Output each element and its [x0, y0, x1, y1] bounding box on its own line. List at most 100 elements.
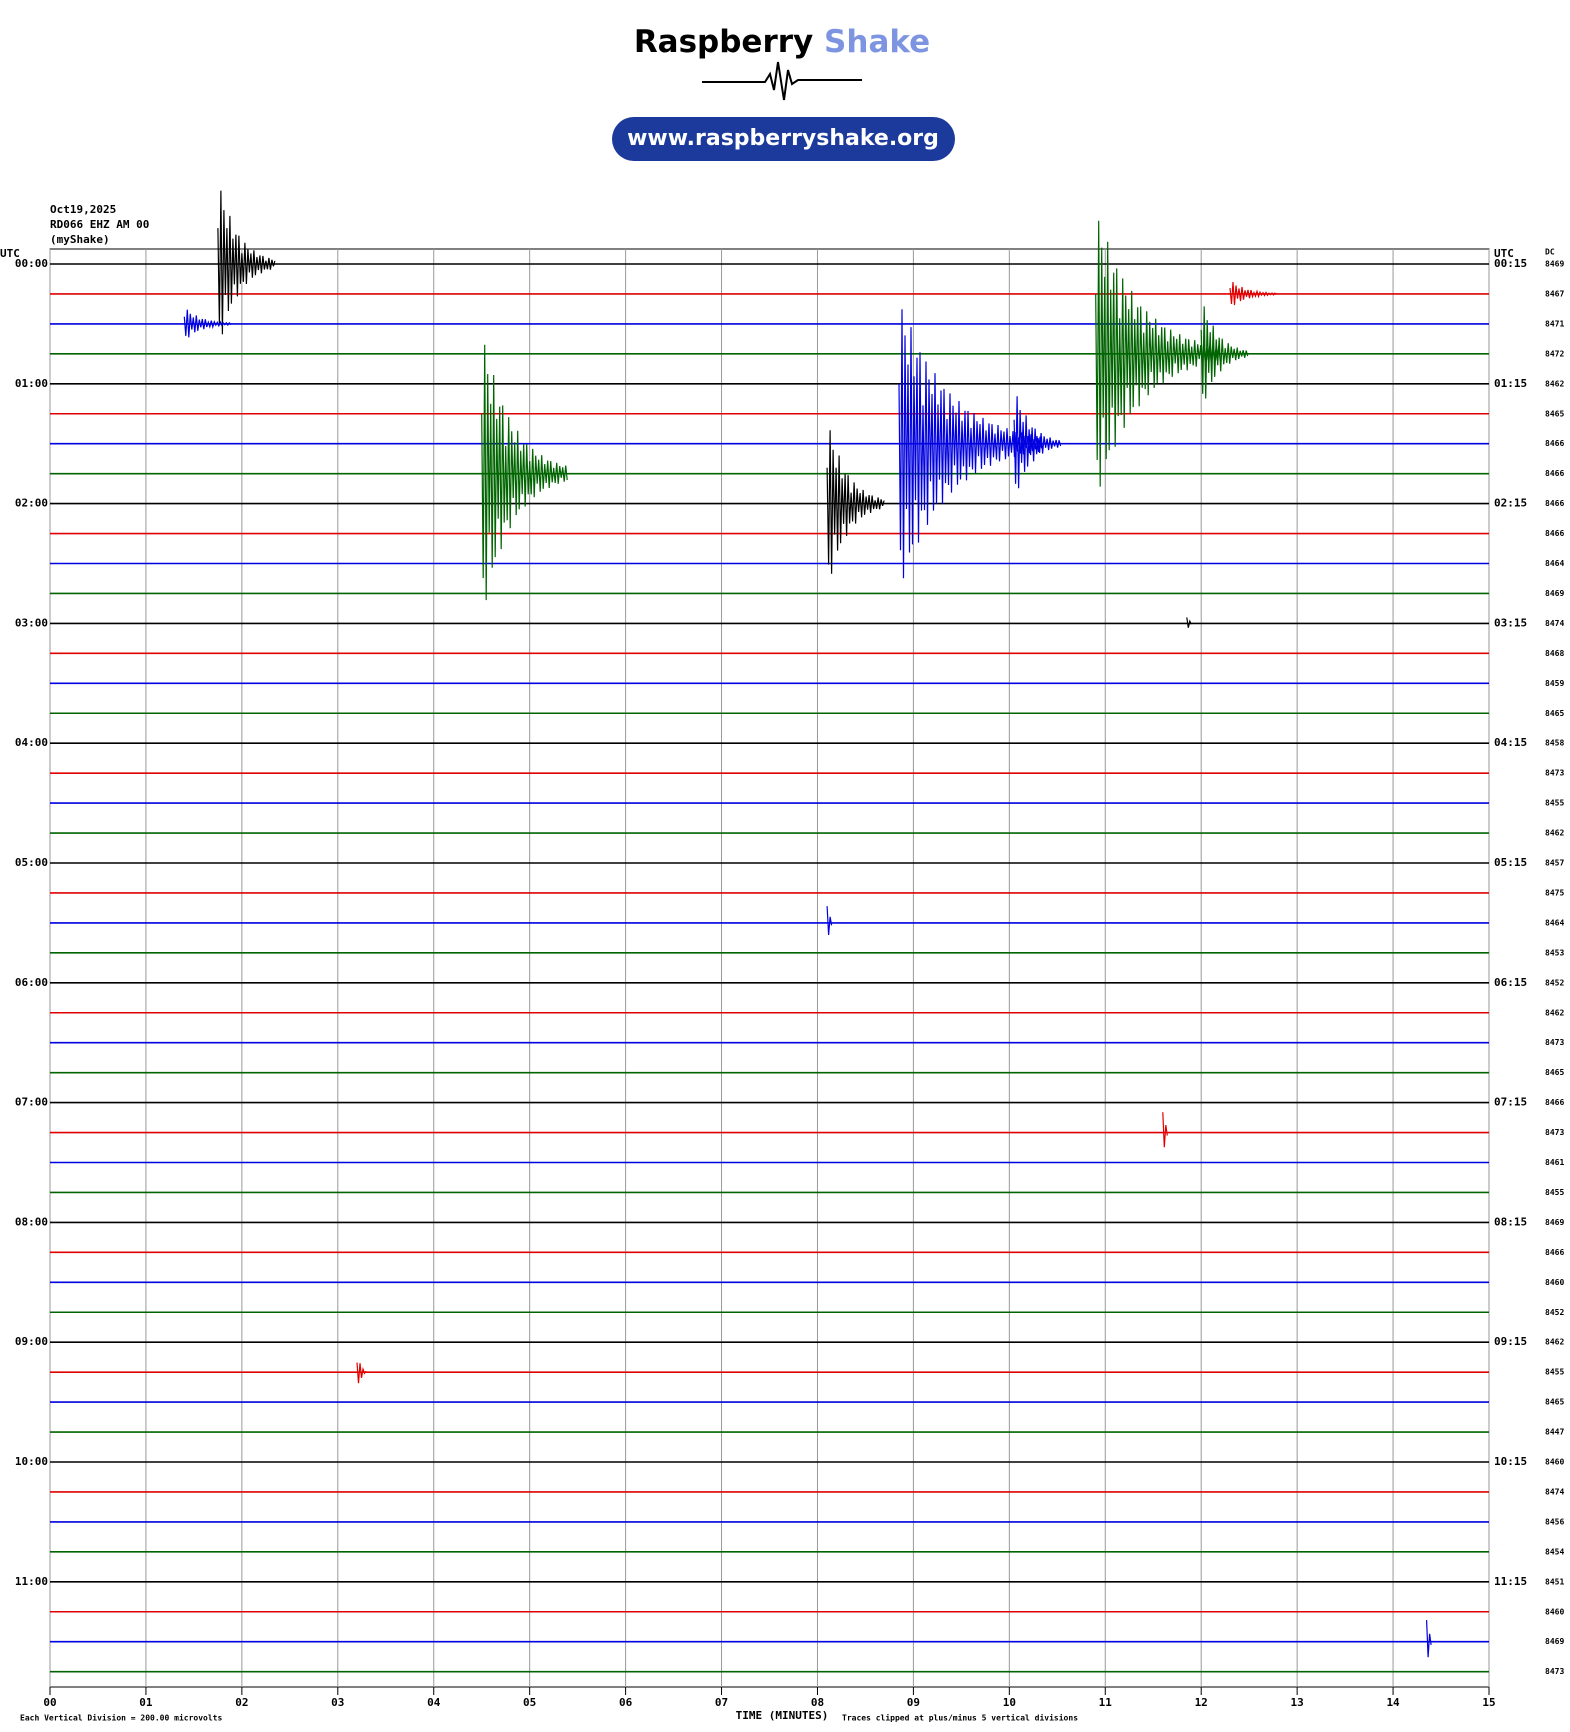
seismic-event [826, 906, 833, 936]
dc-value: 8460 [1545, 1458, 1564, 1467]
date: Oct19,2025 [50, 203, 116, 216]
seismic-event [1095, 220, 1221, 487]
dc-value: 8471 [1545, 319, 1564, 328]
left-time-label: 00:00 [15, 257, 48, 270]
seismic-event [356, 1362, 367, 1384]
x-tick-label: 12 [1195, 1696, 1208, 1709]
x-tick-label: 10 [1003, 1696, 1016, 1709]
x-tick-label: 09 [907, 1696, 920, 1709]
dc-value: 8453 [1545, 948, 1564, 957]
dc-value: 8466 [1545, 529, 1564, 538]
left-time-label: 01:00 [15, 377, 48, 390]
brand: Raspberry Shake [634, 24, 930, 60]
right-time-label: 04:15 [1494, 736, 1527, 749]
x-tick-label: 07 [715, 1696, 728, 1709]
seismic-event [183, 309, 232, 338]
x-tick-label: 15 [1482, 1696, 1495, 1709]
dc-value: 8473 [1545, 769, 1564, 778]
dc-value: 8455 [1545, 1188, 1564, 1197]
x-tick-label: 02 [235, 1696, 248, 1709]
x-tick-label: 00 [43, 1696, 56, 1709]
station: RD066 EHZ AM 00 [50, 218, 149, 231]
dc-value: 8464 [1545, 918, 1564, 927]
seismic-event [1426, 1620, 1432, 1658]
dc-value: 8473 [1545, 1667, 1564, 1676]
dc-value: 8474 [1545, 1487, 1564, 1496]
seismic-event [481, 344, 568, 601]
dc-value: 8462 [1545, 1008, 1564, 1017]
dc-value: 8469 [1545, 1637, 1564, 1646]
seismic-event [1186, 617, 1192, 628]
dc-value: 8464 [1545, 559, 1564, 568]
left-time-label: 04:00 [15, 736, 48, 749]
dc-value: 8472 [1545, 349, 1564, 358]
x-tick-label: 06 [619, 1696, 633, 1709]
left-time-label: 06:00 [15, 976, 48, 989]
dc-value: 8465 [1545, 1068, 1564, 1077]
seismic-event [1229, 282, 1277, 306]
left-time-label: 02:00 [15, 497, 48, 510]
seismic-event [1200, 306, 1249, 399]
brand-word: Shake [824, 24, 930, 60]
url-pill[interactable] [612, 117, 955, 161]
dc-value: 8462 [1545, 1338, 1564, 1347]
x-tick-label: 14 [1386, 1696, 1400, 1709]
dc-value: 8455 [1545, 799, 1564, 808]
dc-value: 8451 [1545, 1577, 1564, 1586]
right-time-label: 11:15 [1494, 1575, 1527, 1588]
left-axis-label: UTC [0, 247, 20, 260]
dc-value: 8460 [1545, 1607, 1564, 1616]
plot-frame [49, 248, 1490, 1688]
x-tick-label: 05 [523, 1696, 536, 1709]
scale-note: Each Vertical Division = 200.00 microvol… [20, 1713, 222, 1723]
right-time-label: 05:15 [1494, 856, 1527, 869]
dc-value: 8447 [1545, 1428, 1564, 1437]
x-tick-label: 13 [1291, 1696, 1304, 1709]
network: (myShake) [50, 233, 110, 246]
dc-value: 8461 [1545, 1158, 1564, 1167]
dc-value: 8455 [1545, 1368, 1564, 1377]
dc-value: 8465 [1545, 1398, 1564, 1407]
dc-value: 8459 [1545, 679, 1564, 688]
seismic-event [826, 430, 885, 574]
dc-value: 8458 [1545, 739, 1564, 748]
dc-value: 8456 [1545, 1517, 1564, 1526]
dc-value: 8475 [1545, 888, 1564, 897]
x-tick-label: 04 [427, 1696, 441, 1709]
dc-value: 8465 [1545, 409, 1564, 418]
seismic-event [1162, 1112, 1168, 1148]
x-tick-label: 03 [331, 1696, 344, 1709]
left-time-label: 05:00 [15, 856, 48, 869]
right-time-label: 09:15 [1494, 1335, 1527, 1348]
dc-value: 8473 [1545, 1128, 1564, 1137]
right-time-label: 07:15 [1494, 1096, 1527, 1109]
left-time-label: 07:00 [15, 1096, 48, 1109]
right-time-label: 03:15 [1494, 616, 1527, 629]
dc-value: 8466 [1545, 1098, 1564, 1107]
right-time-label: 00:15 [1494, 257, 1527, 270]
dc-value: 8460 [1545, 1278, 1564, 1287]
seismic-event [1013, 396, 1062, 489]
dc-value: 8452 [1545, 1308, 1564, 1317]
dc-value: 8468 [1545, 649, 1564, 658]
dc-label: DC [1545, 248, 1555, 257]
x-tick-label: 11 [1099, 1696, 1113, 1709]
right-time-label: 06:15 [1494, 976, 1527, 989]
clip-note: Traces clipped at plus/minus 5 vertical … [842, 1713, 1078, 1723]
dc-value: 8469 [1545, 1218, 1564, 1227]
left-time-label: 09:00 [15, 1335, 48, 1348]
right-time-label: 08:15 [1494, 1215, 1527, 1228]
dc-value: 8466 [1545, 499, 1564, 508]
x-tick-label: 08 [811, 1696, 824, 1709]
dc-value: 8469 [1545, 589, 1564, 598]
url[interactable]: www.raspberryshake.org [627, 126, 939, 151]
dc-value: 8473 [1545, 1038, 1564, 1047]
dc-value: 8466 [1545, 469, 1564, 478]
dc-value: 8466 [1545, 439, 1564, 448]
brand-word: Raspberry [634, 24, 813, 60]
left-time-label: 08:00 [15, 1215, 48, 1228]
dc-value: 8462 [1545, 379, 1564, 388]
right-axis-label: UTC [1494, 247, 1514, 260]
dc-value: 8457 [1545, 859, 1564, 868]
